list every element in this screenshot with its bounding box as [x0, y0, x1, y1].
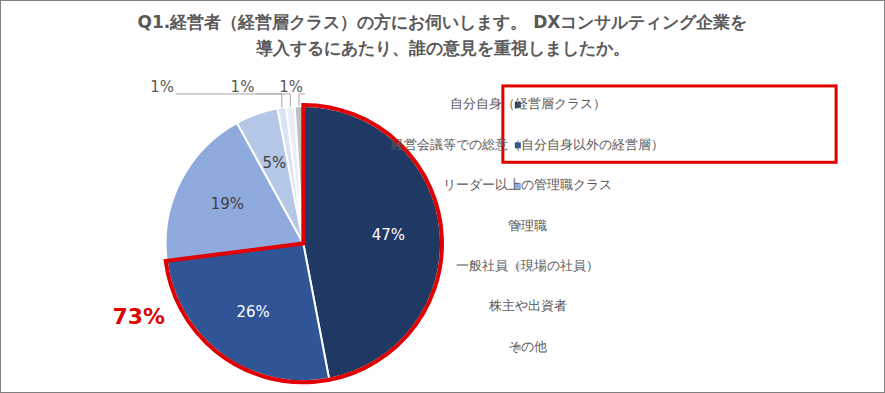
html-text:Q1.経営者（経営層クラス）の方にお伺いします。 DXコンサ: Q1.経営者（経営層クラス）の方にお伺いします。 DXコンサルティング企業を 導…: [137, 12, 748, 58]
svg-text:5%: 5%: [263, 154, 287, 172]
svg-text:1%: 1%: [279, 78, 303, 96]
svg-text:26%: 26%: [237, 303, 270, 321]
svg-text:リーダー以上の管理職クラス: リーダー以上の管理職クラス: [443, 177, 612, 192]
svg-text:73%: 73%: [112, 304, 165, 329]
svg-text:一般社員（現場の社員）: 一般社員（現場の社員）: [456, 258, 599, 273]
svg-text:1%: 1%: [150, 78, 174, 96]
svg-text:株主や出資者: 株主や出資者: [488, 298, 567, 313]
svg-text:その他: その他: [508, 339, 547, 354]
svg-text:管理職: 管理職: [508, 218, 547, 233]
svg-text:19%: 19%: [211, 195, 244, 213]
svg-text:自分自身（経営層クラス）: 自分自身（経営層クラス）: [450, 96, 606, 111]
svg-text:47%: 47%: [372, 226, 405, 244]
svg-text:1%: 1%: [231, 78, 255, 96]
svg-text:経営会議等での総意（自分自身以外の経営層）: 経営会議等での総意（自分自身以外の経営層）: [390, 137, 664, 152]
